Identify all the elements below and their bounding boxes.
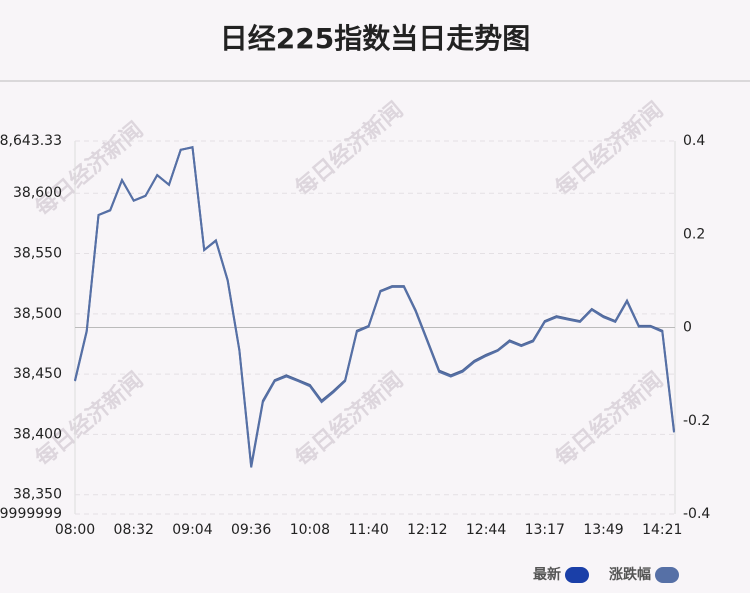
- x-tick-label: 08:32: [114, 522, 154, 538]
- x-tick-label: 13:17: [525, 522, 565, 538]
- x-tick-label: 12:44: [466, 522, 506, 538]
- watermark: 每日经济新闻: [290, 367, 408, 472]
- legend-swatch: [655, 567, 679, 583]
- y-tick-label: 38,500: [13, 306, 62, 322]
- watermark: 每日经济新闻: [550, 97, 668, 202]
- y2-tick-label: 0: [683, 320, 692, 336]
- x-tick-label: 13:49: [583, 522, 623, 538]
- watermark: 每日经济新闻: [290, 97, 408, 202]
- chart-title: 日经225指数当日走势图: [220, 22, 530, 55]
- x-tick-label: 10:08: [290, 522, 330, 538]
- y-tick-label: 38,333.9999999: [0, 506, 62, 522]
- y2-tick-label: 0.2: [683, 226, 705, 242]
- y-tick-label: 38,600: [13, 185, 62, 201]
- x-tick-label: 09:04: [172, 522, 212, 538]
- y2-tick-label: -0.2: [683, 413, 710, 429]
- x-tick-label: 14:21: [642, 522, 682, 538]
- watermark: 每日经济新闻: [550, 367, 668, 472]
- y-tick-label: 38,350: [13, 487, 62, 503]
- x-tick-label: 12:12: [407, 522, 447, 538]
- y-tick-label: 38,550: [13, 246, 62, 262]
- y-tick-label: 38,450: [13, 366, 62, 382]
- x-tick-label: 11:40: [348, 522, 388, 538]
- watermark: 每日经济新闻: [30, 367, 148, 472]
- y-tick-label: 38,643.33: [0, 133, 62, 149]
- legend-label: 涨跌幅: [609, 566, 651, 583]
- x-tick-label: 08:00: [55, 522, 95, 538]
- y2-tick-label: -0.4: [683, 506, 710, 522]
- line: [74, 145, 675, 468]
- y-tick-label: 38,400: [13, 426, 62, 442]
- y2-tick-label: 0.4: [683, 133, 705, 149]
- x-tick-label: 09:36: [231, 522, 271, 538]
- legend-swatch: [565, 567, 589, 583]
- legend-label: 最新: [533, 566, 561, 583]
